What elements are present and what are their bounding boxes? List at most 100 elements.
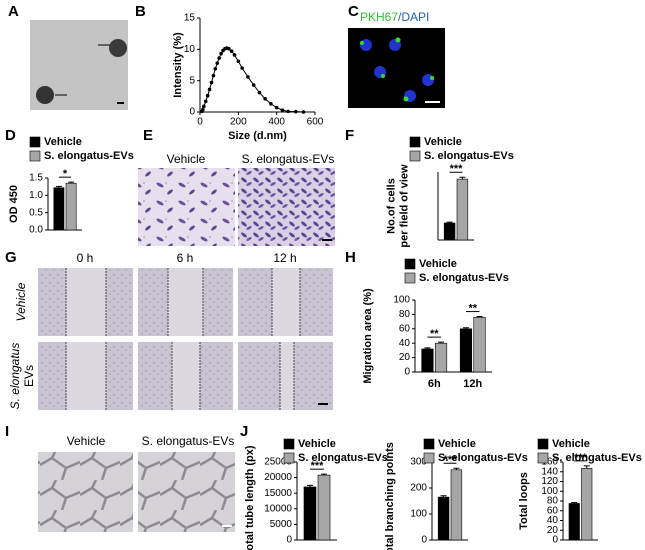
- significance-label: ***: [450, 163, 464, 175]
- y-tick-label: 120: [541, 476, 558, 487]
- legend-label: S. elongatus-EVs: [419, 272, 509, 284]
- legend-label: Vehicle: [552, 438, 590, 450]
- y-axis-label: Total tube length (px): [244, 445, 256, 550]
- data-point: [229, 49, 234, 54]
- data-point: [202, 104, 206, 109]
- y-tick-label: 40: [547, 515, 559, 526]
- stain-green: PKH67: [360, 10, 398, 24]
- y-axis-label: OD 450: [8, 185, 20, 223]
- y-tick-label: 20: [547, 525, 559, 536]
- image-label: S. elongatus-EVs: [242, 152, 335, 166]
- bar: [568, 503, 580, 541]
- transwell-images: [138, 168, 335, 246]
- y-tick-label: 0: [552, 535, 558, 546]
- data-point: [203, 99, 208, 104]
- legend-label: Vehicle: [438, 438, 476, 450]
- data-point: [280, 108, 285, 112]
- y-tick-label: 20000: [264, 472, 292, 483]
- error-bar: [68, 181, 75, 184]
- legend-label: Vehicle: [44, 136, 82, 148]
- bar: [65, 182, 77, 231]
- bar: [303, 486, 317, 541]
- legend-label: S. elongatus-EVs: [438, 452, 528, 464]
- panel-letter: C: [348, 3, 359, 20]
- bar: [317, 474, 331, 541]
- data-point: [263, 97, 267, 101]
- error-bar: [462, 327, 469, 329]
- legend-swatch: [423, 452, 435, 464]
- legend-label: S. elongatus-EVs: [44, 150, 134, 162]
- significance-label: ***: [311, 460, 325, 472]
- data-point: [286, 109, 290, 114]
- y-tick-label: 0.0: [29, 225, 43, 236]
- legend-label: Vehicle: [298, 438, 336, 450]
- y-tick-label: 10: [184, 44, 196, 55]
- legend-label: Vehicle: [424, 136, 462, 148]
- legend-swatch: [409, 136, 421, 148]
- y-tick-label: 1.5: [29, 173, 43, 184]
- column-label: 6 h: [177, 251, 194, 265]
- significance-label: **: [468, 302, 477, 314]
- legend-label: Vehicle: [419, 258, 457, 270]
- data-point: [294, 109, 298, 114]
- y-axis-label: Total branching points: [384, 442, 396, 550]
- y-tick-label: 100: [541, 486, 558, 497]
- y-tick-label: 60: [399, 323, 411, 334]
- y-tick-label: 100: [393, 295, 410, 306]
- y-tick-label: 100: [410, 509, 427, 520]
- y-tick-label: 0: [421, 535, 427, 546]
- tem-image: [30, 20, 128, 110]
- row-label: S. elongatus: [8, 343, 22, 410]
- y-tick-label: 140: [541, 466, 558, 477]
- row-label: Vehicle: [14, 282, 28, 321]
- bar: [443, 222, 456, 241]
- significance-label: **: [430, 328, 439, 340]
- data-point: [226, 46, 231, 51]
- data-line: [201, 47, 304, 113]
- x-tick-label: 600: [307, 117, 324, 128]
- legend-swatch: [409, 150, 421, 162]
- y-axis-label: Total loops: [518, 472, 530, 530]
- bar: [437, 496, 450, 541]
- legend-label: S. elongatus-EVs: [552, 452, 642, 464]
- error-bar: [571, 501, 578, 504]
- legend-swatch: [29, 136, 41, 148]
- data-point: [215, 61, 220, 65]
- error-bar: [440, 495, 447, 498]
- data-point: [232, 53, 237, 57]
- legend-swatch: [537, 438, 549, 450]
- x-tick-label: 400: [268, 117, 285, 128]
- row-label: EVs: [22, 365, 36, 387]
- y-tick-label: 0.5: [29, 207, 43, 218]
- legend-swatch: [537, 452, 549, 464]
- bar: [473, 316, 486, 373]
- significance-label: ***: [574, 452, 588, 464]
- y-tick-label: 15: [184, 13, 196, 24]
- error-bar: [307, 484, 313, 487]
- x-axis-label: Size (d.nm): [228, 130, 287, 142]
- y-tick-label: 1.0: [29, 190, 43, 201]
- legend-label: S. elongatus-EVs: [298, 452, 388, 464]
- data-point: [219, 51, 223, 56]
- significance-label: ***: [444, 454, 458, 466]
- data-point: [217, 56, 221, 60]
- x-tick-label: 6h: [428, 378, 441, 390]
- stain-blue: /DAPI: [398, 10, 429, 24]
- bar: [456, 178, 469, 241]
- data-point: [207, 87, 212, 92]
- data-point: [257, 90, 262, 95]
- y-tick-label: 0: [189, 107, 195, 118]
- bar: [459, 328, 473, 373]
- error-bar: [424, 347, 431, 349]
- column-label: 12 h: [273, 251, 296, 265]
- y-tick-label: 300: [410, 457, 427, 468]
- image-label: Vehicle: [67, 434, 106, 448]
- data-point: [274, 105, 279, 110]
- y-tick-label: 160: [541, 457, 558, 468]
- y-axis-label: No.of cells: [385, 178, 397, 234]
- x-tick-label: 12h: [463, 378, 482, 390]
- panel-letter: G: [5, 249, 17, 266]
- bar: [434, 342, 448, 373]
- error-bar: [55, 185, 62, 188]
